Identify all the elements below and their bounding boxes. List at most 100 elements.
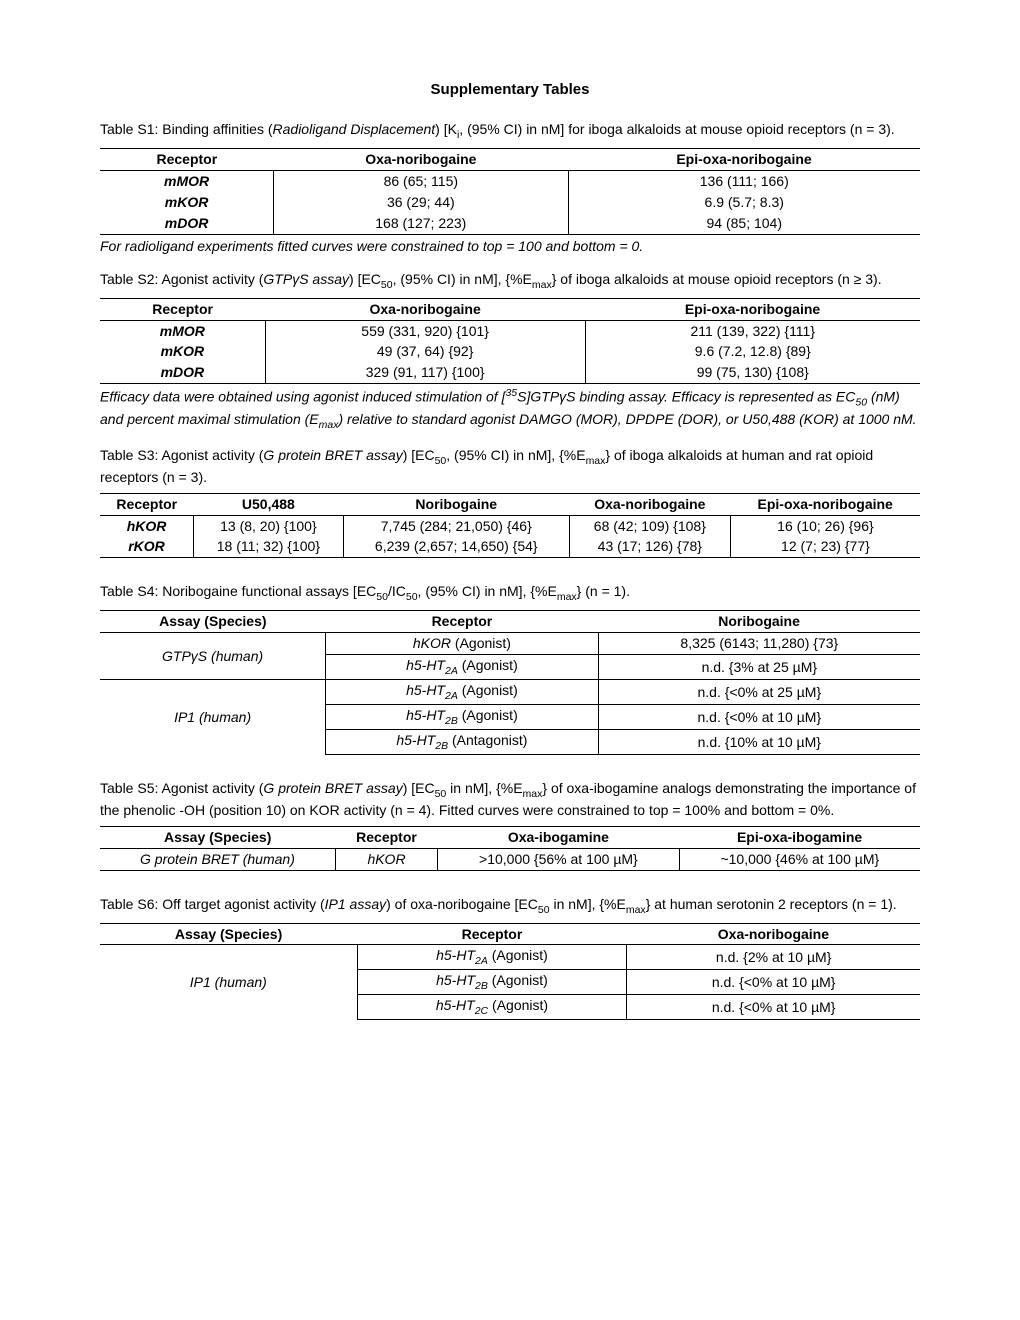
- page-title: Supplementary Tables: [100, 80, 920, 100]
- text: IP1 assay: [325, 896, 386, 912]
- text: ) [EC: [349, 271, 381, 287]
- sub: 50: [406, 591, 418, 603]
- cell: 7,745 (284; 21,050) {46}: [343, 515, 569, 536]
- row-label: IP1 (human): [100, 945, 357, 1020]
- cell: 6,239 (2,657; 14,650) {54}: [343, 536, 569, 557]
- table-row: IP1 (human) h5-HT2A (Agonist) n.d. {2% a…: [100, 945, 920, 970]
- cell: 99 (75, 130) {108}: [585, 362, 920, 383]
- table-s1-note: For radioligand experiments fitted curve…: [100, 237, 920, 256]
- sub: 2A: [445, 665, 458, 677]
- table-row: mDOR 168 (127; 223) 94 (85; 104): [100, 213, 920, 234]
- col-header: Noribogaine: [598, 611, 920, 633]
- sub: 2B: [445, 715, 458, 727]
- cell: hKOR (Agonist): [326, 633, 598, 655]
- text: } at human serotonin 2 receptors (n = 1)…: [646, 896, 897, 912]
- table-header-row: Assay (Species) Receptor Oxa-ibogamine E…: [100, 826, 920, 848]
- sub: max: [319, 419, 339, 431]
- sub: max: [586, 455, 606, 467]
- cell: 559 (331, 920) {101}: [265, 320, 585, 341]
- text: (Agonist): [458, 707, 518, 723]
- cell: n.d. {2% at 10 µM}: [627, 945, 920, 970]
- cell: n.d. {<0% at 10 µM}: [627, 970, 920, 995]
- sub: 2A: [445, 690, 458, 702]
- text: ) [K: [435, 121, 457, 137]
- table-header-row: Assay (Species) Receptor Noribogaine: [100, 611, 920, 633]
- col-header: Oxa-noribogaine: [274, 149, 568, 171]
- cell: 68 (42; 109) {108}: [569, 515, 730, 536]
- col-header: Receptor: [326, 611, 598, 633]
- text: h5-HT: [406, 682, 445, 698]
- text: , (95% CI) in nM], {%E: [393, 271, 532, 287]
- text: Table S3: Agonist activity (: [100, 447, 263, 463]
- text: h5-HT: [436, 997, 475, 1013]
- table-s4: Assay (Species) Receptor Noribogaine GTP…: [100, 610, 920, 755]
- text: ) relative to standard agonist DAMGO (MO…: [339, 411, 917, 427]
- cell: n.d. {<0% at 10 µM}: [598, 705, 920, 730]
- cell: >10,000 {56% at 100 µM}: [438, 848, 680, 870]
- row-label: mKOR: [100, 192, 274, 213]
- text: in nM], {%E: [446, 780, 522, 796]
- col-header: Receptor: [335, 826, 437, 848]
- table-row: GTPγS (human) hKOR (Agonist) 8,325 (6143…: [100, 633, 920, 655]
- text: (Agonist): [451, 635, 511, 651]
- text: G protein BRET assay: [263, 447, 402, 463]
- text: Table S2: Agonist activity (: [100, 271, 263, 287]
- sub: 50: [435, 788, 447, 800]
- cell: n.d. {10% at 10 µM}: [598, 729, 920, 754]
- table-s1-caption: Table S1: Binding affinities (Radioligan…: [100, 120, 920, 142]
- text: h5-HT: [436, 947, 475, 963]
- text: h5-HT: [396, 732, 435, 748]
- table-s6-caption: Table S6: Off target agonist activity (I…: [100, 895, 920, 917]
- sub: 50: [435, 455, 447, 467]
- text: ) of oxa-noribogaine [EC: [386, 896, 538, 912]
- col-header: Assay (Species): [100, 611, 326, 633]
- text: (Agonist): [488, 947, 548, 963]
- col-header: Receptor: [100, 493, 194, 515]
- table-s2-note: Efficacy data were obtained using agonis…: [100, 386, 920, 432]
- row-label: hKOR: [100, 515, 194, 536]
- table-s5: Assay (Species) Receptor Oxa-ibogamine E…: [100, 826, 920, 871]
- col-header: Receptor: [100, 149, 274, 171]
- text: (Agonist): [488, 997, 548, 1013]
- text: } (n = 1).: [577, 583, 630, 599]
- sub: 50: [855, 397, 867, 409]
- text: , (95% CI) in nM], {%E: [418, 583, 557, 599]
- text: Table S6: Off target agonist activity (: [100, 896, 325, 912]
- cell: 9.6 (7.2, 12.8) {89}: [585, 341, 920, 362]
- sub: max: [523, 788, 543, 800]
- cell: h5-HT2B (Agonist): [357, 970, 627, 995]
- table-header-row: Receptor U50,488 Noribogaine Oxa-noribog…: [100, 493, 920, 515]
- cell: 168 (127; 223): [274, 213, 568, 234]
- sub: 50: [376, 591, 388, 603]
- sub: max: [626, 903, 646, 915]
- sub: 50: [381, 278, 393, 290]
- row-label: rKOR: [100, 536, 194, 557]
- cell: 136 (111; 166): [568, 171, 920, 192]
- text: ) [EC: [403, 780, 435, 796]
- col-header: Oxa-noribogaine: [265, 298, 585, 320]
- cell: h5-HT2C (Agonist): [357, 995, 627, 1020]
- text: Efficacy data were obtained using agonis…: [100, 389, 505, 405]
- table-row: G protein BRET (human) hKOR >10,000 {56%…: [100, 848, 920, 870]
- text: (Antagonist): [448, 732, 527, 748]
- table-s6: Assay (Species) Receptor Oxa-noribogaine…: [100, 923, 920, 1021]
- text: Table S1: Binding affinities (: [100, 121, 273, 137]
- cell: 94 (85; 104): [568, 213, 920, 234]
- sub: max: [557, 591, 577, 603]
- text: G protein BRET assay: [263, 780, 402, 796]
- cell: hKOR: [335, 848, 437, 870]
- text: GTPγS assay: [263, 271, 349, 287]
- row-label: mDOR: [100, 213, 274, 234]
- col-header: Assay (Species): [100, 923, 357, 945]
- cell: h5-HT2B (Antagonist): [326, 729, 598, 754]
- sub: 2B: [435, 740, 448, 752]
- row-label: GTPγS (human): [100, 633, 326, 680]
- table-header-row: Receptor Oxa-noribogaine Epi-oxa-noribog…: [100, 298, 920, 320]
- text: Table S4: Noribogaine functional assays …: [100, 583, 376, 599]
- col-header: Oxa-noribogaine: [569, 493, 730, 515]
- table-s2-caption: Table S2: Agonist activity (GTPγS assay)…: [100, 270, 920, 292]
- table-s5-caption: Table S5: Agonist activity (G protein BR…: [100, 779, 920, 820]
- text: , (95% CI) in nM] for iboga alkaloids at…: [459, 121, 894, 137]
- text: ) [EC: [403, 447, 435, 463]
- text: , (95% CI) in nM], {%E: [446, 447, 585, 463]
